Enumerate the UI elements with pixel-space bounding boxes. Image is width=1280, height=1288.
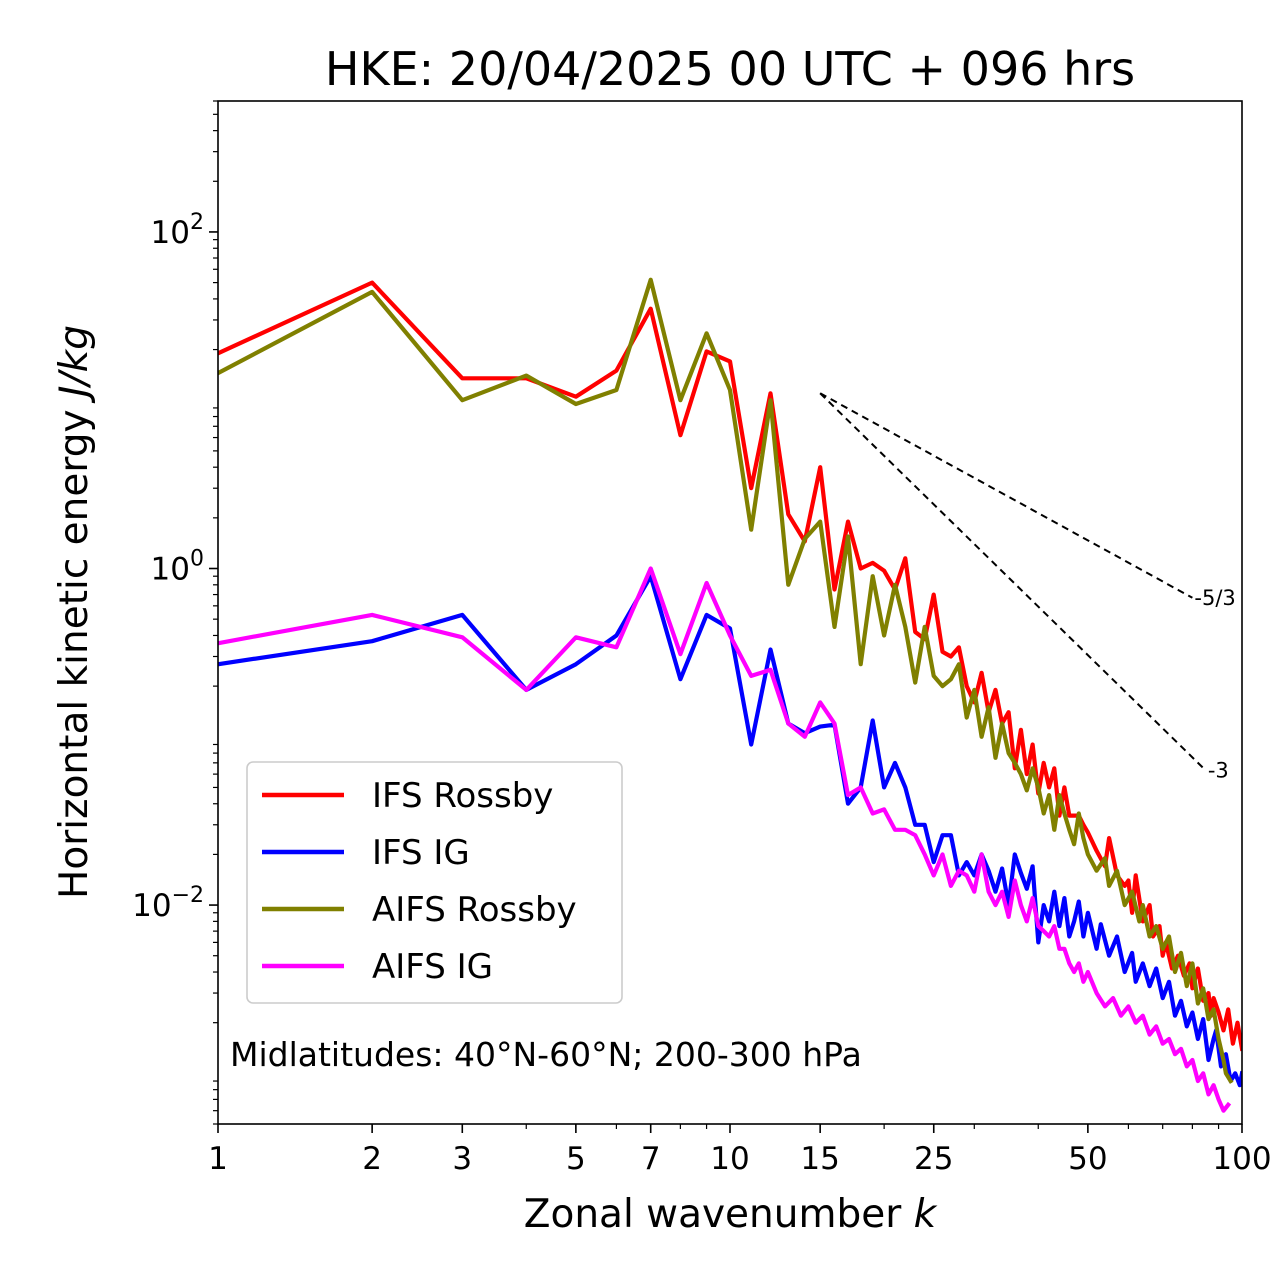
x-tick-label: 25 (914, 1141, 953, 1177)
y-tick-label: 102 (151, 210, 204, 251)
x-tick-label: 7 (641, 1141, 661, 1177)
y-tick-label: 10−2 (132, 883, 204, 924)
legend-label-aifs-ig: AIFS IG (372, 947, 493, 987)
legend-label-ifs-rossby: IFS Rossby (372, 776, 553, 816)
legend-label-aifs-rossby: AIFS Rossby (372, 890, 577, 930)
legend: IFS Rossby IFS IG AIFS Rossby AIFS IG (246, 761, 623, 1004)
x-tick-label: 3 (452, 1141, 472, 1177)
reference-slope-label: -3 (1208, 759, 1229, 783)
y-axis-label: Horizontal kinetic energy J/kg (52, 325, 97, 899)
series-line-aifs-ig (218, 566, 1232, 1113)
legend-label-ifs-ig: IFS IG (372, 833, 470, 873)
x-tick-label: 5 (566, 1141, 586, 1177)
x-axis-ticks: 1 2 3 5 7 10 15 25 50 100 (208, 1124, 1272, 1177)
x-tick-label: 2 (362, 1141, 382, 1177)
chart-title: HKE: 20/04/2025 00 UTC + 096 hrs (325, 42, 1135, 96)
y-axis-ticks: 102 100 10−2 (132, 100, 218, 1125)
x-tick-label: 15 (800, 1141, 839, 1177)
reference-slope-line (819, 392, 1193, 599)
x-tick-label: 10 (710, 1141, 749, 1177)
region-annotation: Midlatitudes: 40°N-60°N; 200-300 hPa (230, 1035, 862, 1074)
y-tick-label: 100 (151, 547, 204, 588)
series-layer (218, 277, 1242, 1113)
reference-slope-label: -5/3 (1194, 586, 1235, 610)
x-tick-label: 50 (1068, 1141, 1107, 1177)
x-tick-label: 1 (208, 1141, 228, 1177)
legend-box (246, 761, 623, 1004)
x-tick-label: 100 (1212, 1141, 1271, 1177)
reference-slope-line (819, 392, 1207, 772)
series-line-aifs-rossby (218, 277, 1234, 1084)
reference-slopes: -5/3 -3 (819, 392, 1236, 783)
x-axis-label: Zonal wavenumber k (524, 1192, 938, 1237)
